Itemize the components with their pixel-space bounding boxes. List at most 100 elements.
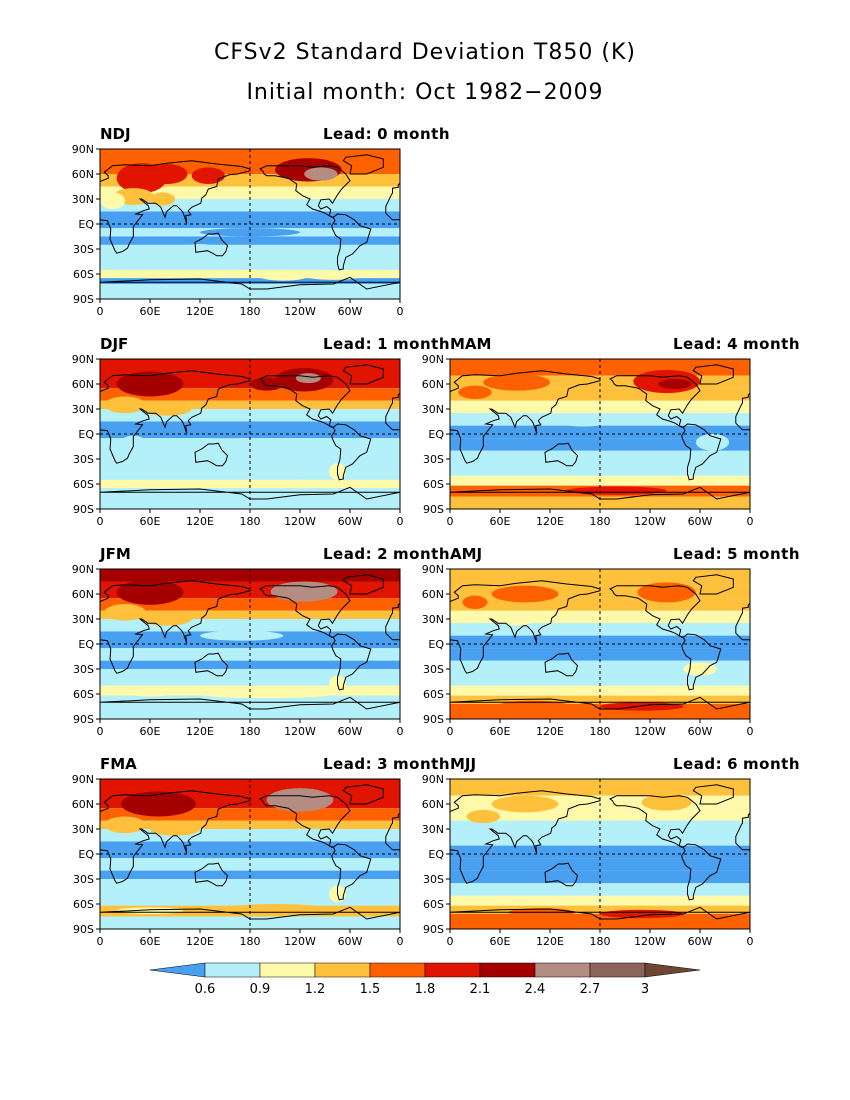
lon-tick-label: 120W: [284, 305, 316, 318]
lon-tick-label: 60W: [688, 725, 713, 738]
lon-tick-label: 0: [397, 725, 404, 738]
lon-tick-label: 180: [590, 515, 611, 528]
lat-tick-label: 30S: [73, 873, 94, 886]
lat-tick-label: 60S: [423, 898, 444, 911]
colorbar-segment: [534, 962, 591, 978]
lon-tick-label: 120W: [284, 515, 316, 528]
lat-tick-label: 30S: [423, 453, 444, 466]
colorbar-segment: [150, 962, 206, 978]
lat-tick-label: 90S: [73, 713, 94, 726]
lat-tick-label: 30N: [72, 823, 94, 836]
lon-tick-label: 180: [590, 935, 611, 948]
lat-tick-label: 60S: [423, 688, 444, 701]
lon-tick-label: 0: [447, 935, 454, 948]
colorbar-segment: [424, 962, 481, 978]
panel-season: DJF: [100, 335, 129, 353]
lat-tick-label: 60S: [73, 478, 94, 491]
panel-amj: AMJ Lead: 5 month 90N 60N 30N EQ 30S 60S 90S 0 60E…: [422, 545, 800, 745]
lat-tick-label: 60N: [72, 168, 94, 181]
lon-tick-label: 120E: [536, 935, 564, 948]
lat-tick-label: 90N: [72, 143, 94, 156]
lat-tick-label: 30S: [423, 663, 444, 676]
lat-tick-label: 60S: [73, 688, 94, 701]
lon-tick-label: 60E: [140, 935, 161, 948]
panel-djf: DJF Lead: 1 month 90N 60N 30N EQ 30S 60S 90S 0 60E…: [72, 335, 450, 535]
lon-tick-label: 0: [397, 515, 404, 528]
colorbar-segment: [369, 962, 426, 978]
figure-title: CFSv2 Standard Deviation T850 (K): [214, 40, 636, 65]
lat-tick-label: 60N: [72, 378, 94, 391]
lat-tick-label: EQ: [78, 848, 94, 861]
lat-tick-label: EQ: [428, 428, 444, 441]
lon-tick-label: 0: [447, 515, 454, 528]
panel-season: MJJ: [450, 755, 477, 773]
lat-tick-label: 60N: [422, 378, 444, 391]
lon-tick-label: 120E: [186, 305, 214, 318]
colorbar-segment: [314, 962, 371, 978]
lon-tick-label: 0: [397, 305, 404, 318]
colorbar-level-label: 2.4: [524, 982, 546, 997]
colorbar-segment: [644, 962, 700, 978]
lat-tick-label: 90S: [73, 923, 94, 936]
lat-tick-label: 60N: [72, 588, 94, 601]
lat-tick-label: 90S: [73, 293, 94, 306]
lon-tick-label: 120W: [284, 725, 316, 738]
lat-tick-label: 30N: [72, 613, 94, 626]
panel-lead: Lead: 3 month: [323, 755, 450, 773]
panel-season: MAM: [450, 335, 492, 353]
lat-tick-label: 90N: [422, 563, 444, 576]
lon-tick-label: 60E: [140, 305, 161, 318]
lon-tick-label: 0: [447, 725, 454, 738]
lat-tick-label: EQ: [428, 638, 444, 651]
lon-tick-label: 60E: [140, 515, 161, 528]
lat-tick-label: 30S: [423, 873, 444, 886]
lat-tick-label: 30S: [73, 663, 94, 676]
panel-lead: Lead: 2 month: [323, 545, 450, 563]
lat-tick-label: EQ: [78, 638, 94, 651]
panel-lead: Lead: 5 month: [673, 545, 800, 563]
panel-season: NDJ: [100, 125, 131, 143]
panel-jfm: JFM Lead: 2 month 90N 60N 30N EQ 30S 60S 90S 0 60E…: [72, 545, 450, 745]
panel-mam: MAM Lead: 4 month 90N 60N 30N EQ 30S 60S 90S 0 60E…: [422, 335, 800, 535]
lon-tick-label: 60E: [490, 935, 511, 948]
lon-tick-label: 0: [397, 935, 404, 948]
lon-tick-label: 180: [240, 305, 261, 318]
lon-tick-label: 0: [97, 935, 104, 948]
lon-tick-label: 60E: [490, 515, 511, 528]
lon-tick-label: 120E: [186, 515, 214, 528]
colorbar-segment: [589, 962, 646, 978]
lon-tick-label: 60W: [338, 935, 363, 948]
lon-tick-label: 0: [747, 935, 754, 948]
lat-tick-label: 90S: [423, 923, 444, 936]
lat-tick-label: 30N: [72, 403, 94, 416]
lon-tick-label: 120E: [186, 725, 214, 738]
lat-tick-label: 90N: [422, 773, 444, 786]
lon-tick-label: 120W: [284, 935, 316, 948]
lon-tick-label: 60W: [338, 515, 363, 528]
lon-tick-label: 60W: [688, 515, 713, 528]
lon-tick-label: 0: [97, 515, 104, 528]
lat-tick-label: 90S: [423, 503, 444, 516]
lat-tick-label: 90S: [73, 503, 94, 516]
colorbar-level-label: 1.2: [304, 982, 326, 997]
lat-tick-label: 90N: [422, 353, 444, 366]
lat-tick-label: 30N: [422, 403, 444, 416]
panel-ndj: NDJ Lead: 0 month 90N 60N 30N EQ 30S 60S 90S 0 60E…: [72, 125, 450, 325]
lat-tick-label: 90N: [72, 773, 94, 786]
lat-tick-label: 30N: [422, 823, 444, 836]
colorbar-segment: [479, 962, 536, 978]
lat-tick-label: 60N: [72, 798, 94, 811]
lat-tick-label: EQ: [78, 428, 94, 441]
colorbar-segment: [204, 962, 261, 978]
panel-season: AMJ: [450, 545, 483, 563]
lon-tick-label: 180: [590, 725, 611, 738]
lat-tick-label: 30S: [73, 243, 94, 256]
lon-tick-label: 120E: [536, 725, 564, 738]
lon-tick-label: 120E: [536, 515, 564, 528]
lat-tick-label: 60N: [422, 588, 444, 601]
